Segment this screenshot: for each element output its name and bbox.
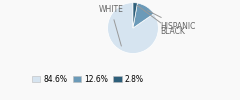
Text: HISPANIC: HISPANIC: [148, 10, 196, 30]
Legend: 84.6%, 12.6%, 2.8%: 84.6%, 12.6%, 2.8%: [32, 75, 144, 84]
Text: BLACK: BLACK: [137, 5, 185, 36]
Text: WHITE: WHITE: [99, 5, 124, 46]
Wedge shape: [133, 3, 138, 28]
Wedge shape: [108, 3, 158, 53]
Wedge shape: [133, 3, 154, 28]
